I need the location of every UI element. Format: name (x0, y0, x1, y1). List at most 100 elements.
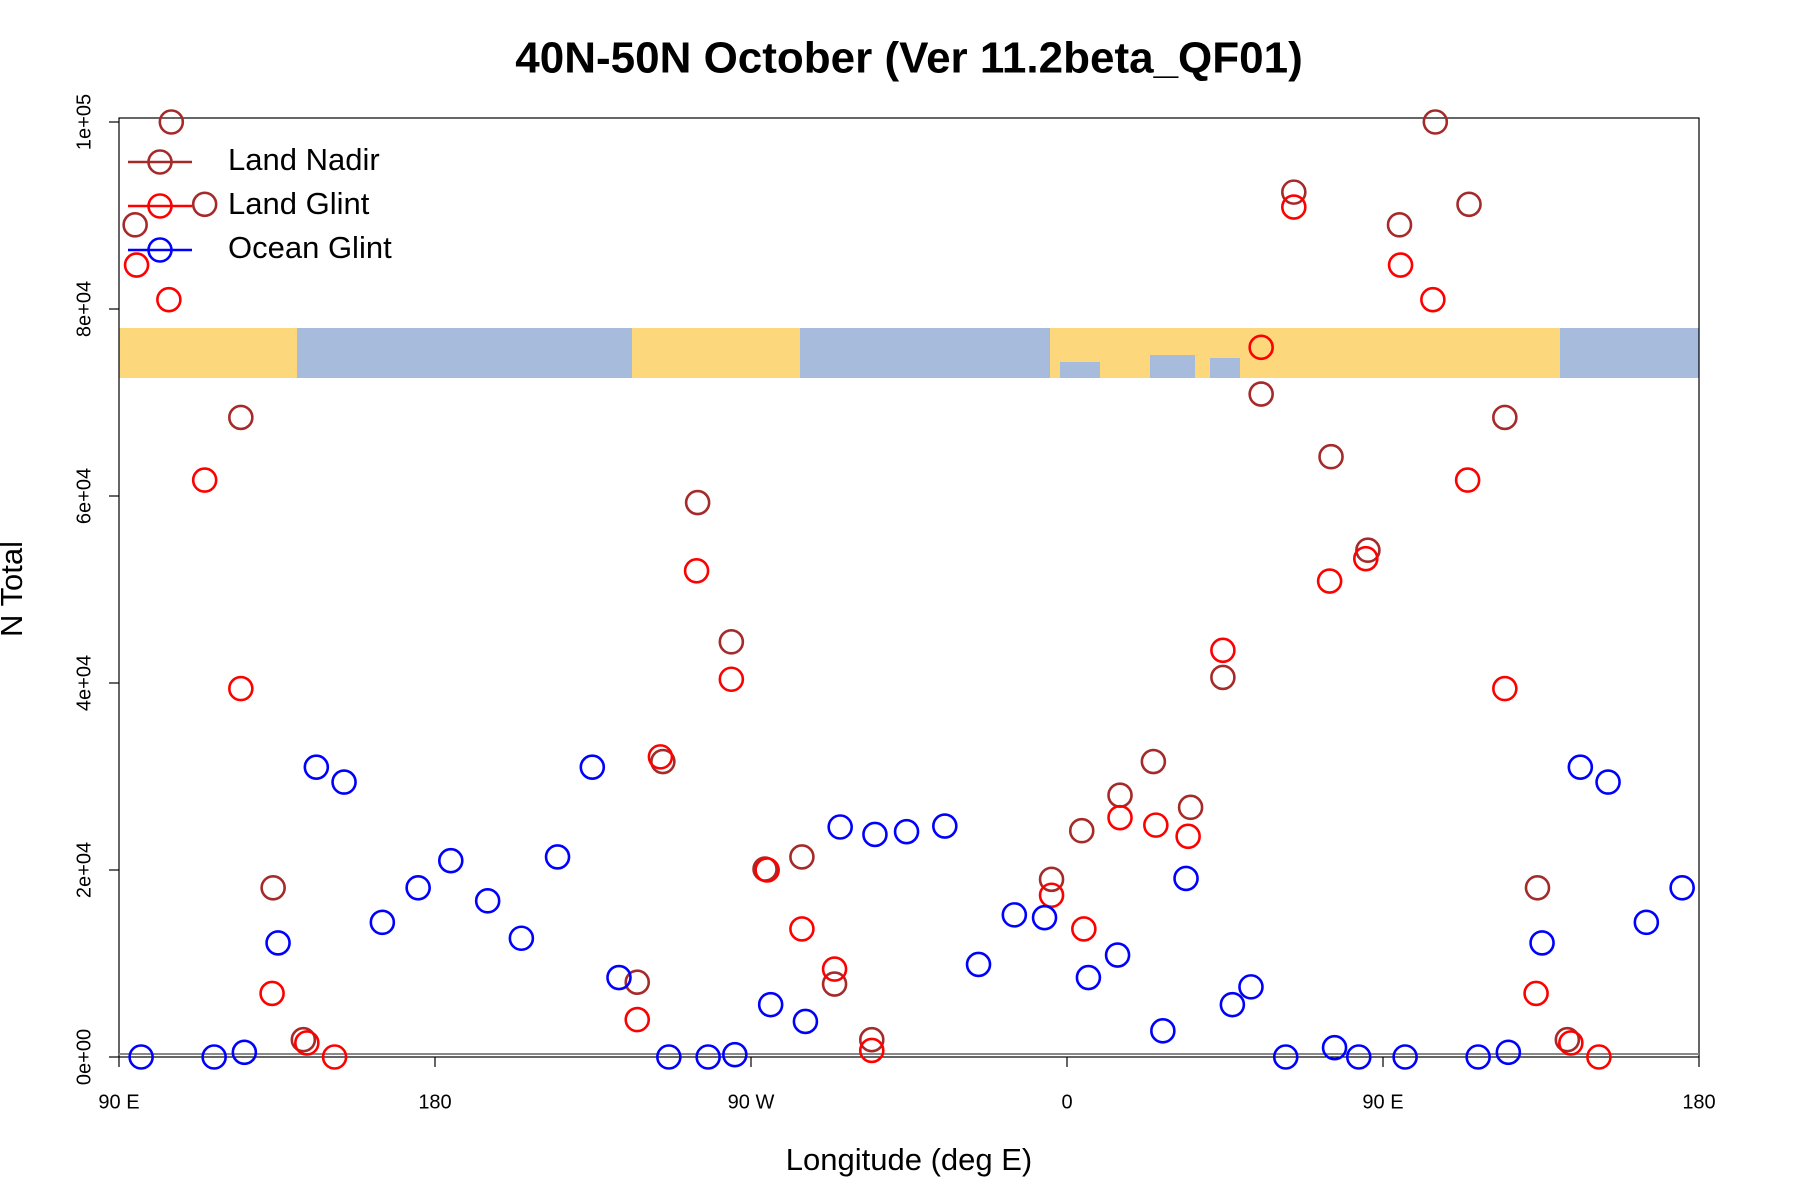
data-point (683, 557, 710, 584)
chart-title: 40N-50N October (Ver 11.2beta_QF01) (515, 34, 1302, 83)
data-point (1465, 1044, 1491, 1070)
data-point (1210, 637, 1236, 664)
data-point (1219, 991, 1246, 1018)
x-tick-label: 0 (1061, 1091, 1072, 1113)
data-point (1001, 902, 1028, 928)
data-point (1422, 109, 1449, 135)
data-point (1345, 1044, 1372, 1070)
y-tick-label: 0e+00 (73, 1029, 95, 1085)
data-point (156, 286, 182, 313)
data-point (1318, 443, 1344, 470)
y-tick-label: 4e+04 (73, 655, 95, 711)
data-point (1454, 467, 1481, 493)
data-point (1633, 909, 1660, 936)
data-point (1456, 191, 1482, 218)
data-point (1386, 212, 1413, 238)
data-point (1495, 1039, 1522, 1066)
data-point (1031, 904, 1058, 931)
x-tick-label: 180 (418, 1091, 451, 1113)
legend-symbol (147, 149, 173, 175)
data-point (650, 748, 676, 775)
data-point (579, 754, 606, 780)
data-point (1107, 804, 1133, 831)
data-point (265, 930, 291, 956)
data-point (821, 956, 848, 982)
data-point (718, 666, 745, 693)
x-tick-label: 90 E (1362, 1091, 1403, 1113)
legend-label: Land Glint (228, 186, 370, 221)
data-point (624, 1006, 651, 1033)
data-point (858, 1026, 885, 1053)
data-point (757, 991, 784, 1018)
data-point (259, 980, 285, 1007)
data-point (862, 821, 888, 848)
legend-item: Land Nadir (128, 142, 380, 177)
data-point (158, 109, 185, 135)
data-point (191, 191, 218, 218)
data-point (1492, 404, 1518, 431)
data-point (1392, 1044, 1418, 1070)
data-point (722, 1041, 748, 1068)
data-point (789, 844, 815, 870)
data-point (1075, 964, 1102, 991)
data-point (1150, 1018, 1176, 1044)
data-point (858, 1037, 885, 1064)
legend-label: Ocean Glint (228, 230, 392, 265)
data-point (1529, 930, 1555, 956)
data-point (321, 1044, 348, 1070)
x-tick-label: 90 E (98, 1091, 139, 1113)
data-point (1272, 1044, 1299, 1070)
data-point (1177, 794, 1204, 821)
data-point (932, 813, 958, 839)
y-tick-label: 1e+05 (73, 94, 95, 150)
data-point (1248, 334, 1274, 361)
data-point (303, 754, 330, 780)
data-point (606, 964, 632, 991)
data-point (405, 874, 431, 901)
data-point (647, 744, 674, 770)
data-point (1071, 916, 1097, 942)
legend-symbol (147, 193, 173, 219)
legend-symbol (147, 237, 173, 263)
data-point (1586, 1044, 1612, 1070)
y-tick-label: 2e+04 (73, 842, 95, 898)
data-point (1554, 1026, 1581, 1053)
data-point (1140, 748, 1167, 775)
data-point (1210, 664, 1236, 691)
data-point (965, 951, 992, 978)
legend-label: Land Nadir (228, 142, 380, 177)
data-point (1524, 874, 1551, 901)
data-point (437, 847, 464, 874)
data-point (792, 1008, 819, 1035)
x-tick-label: 90 W (728, 1091, 775, 1113)
data-point (1175, 823, 1201, 850)
data-point (331, 769, 357, 795)
data-point (369, 909, 396, 936)
data-point (1567, 754, 1594, 780)
data-point (544, 844, 571, 870)
data-point (1281, 194, 1307, 220)
data-point (656, 1044, 682, 1070)
data-point (1420, 286, 1446, 313)
data-point (1143, 812, 1169, 838)
data-point (1038, 882, 1065, 909)
data-point (1669, 874, 1695, 901)
data-point (1238, 974, 1264, 1000)
data-point (123, 252, 150, 278)
data-point (754, 857, 780, 883)
data-point (122, 212, 148, 238)
data-point (1352, 545, 1379, 572)
data-point (191, 467, 218, 493)
y-tick-label: 8e+04 (73, 281, 95, 337)
x-axis-label: Longitude (deg E) (786, 1142, 1032, 1177)
data-point (1068, 817, 1095, 844)
data-point (260, 874, 286, 901)
data-point (1316, 568, 1343, 594)
data-point (508, 925, 535, 952)
data-point (1281, 179, 1307, 205)
legend-item: Land Glint (128, 186, 370, 221)
data-point (294, 1030, 320, 1056)
data-point (1173, 865, 1199, 892)
data-point (1321, 1034, 1348, 1061)
